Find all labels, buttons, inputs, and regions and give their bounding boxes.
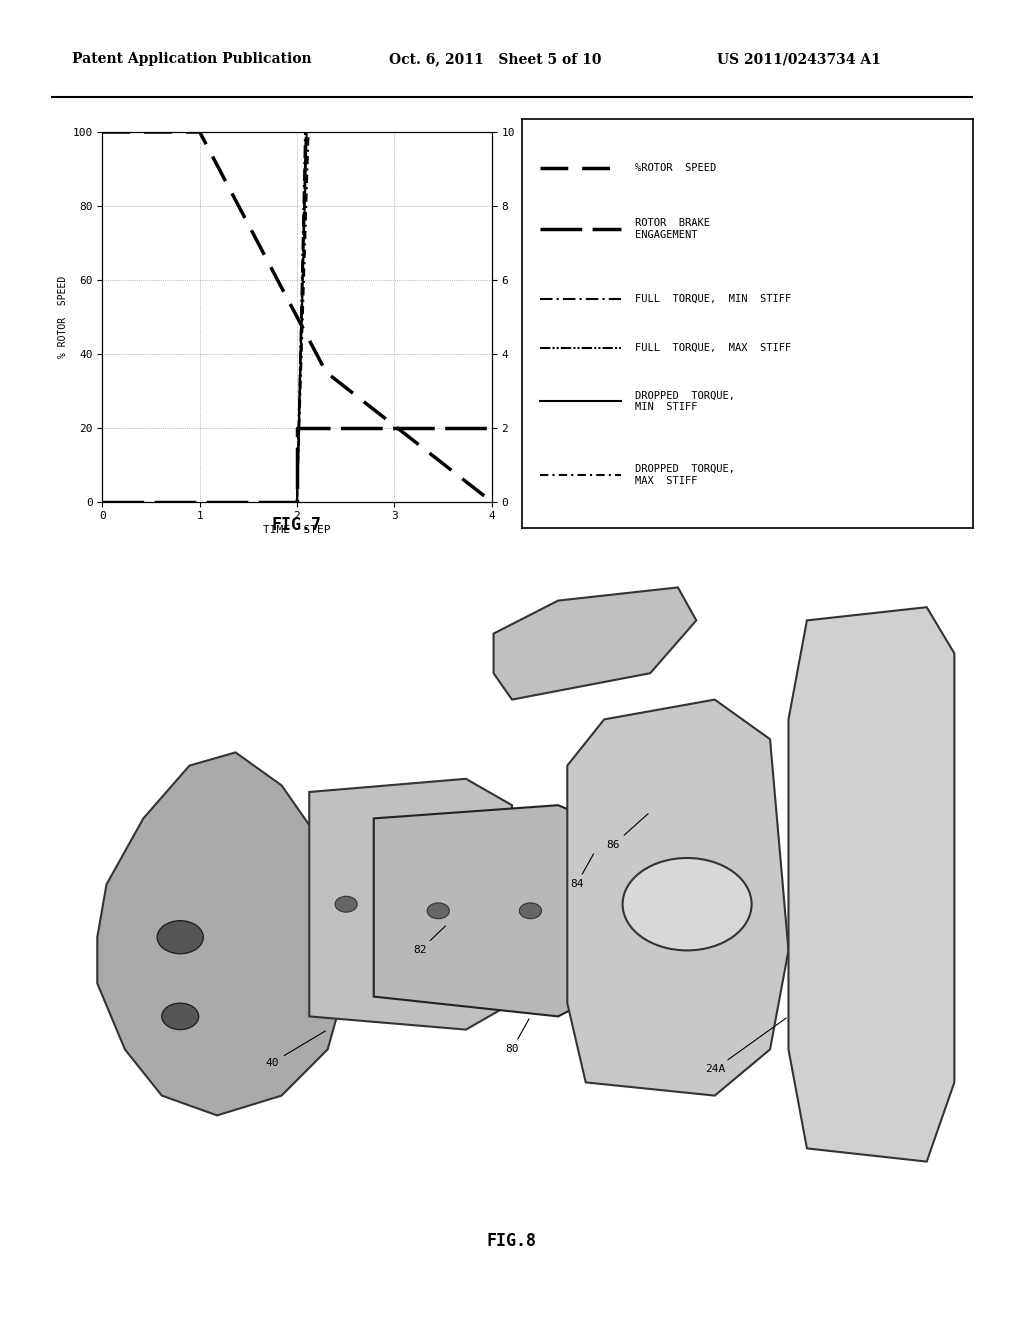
Text: 24A: 24A xyxy=(705,1018,786,1074)
Polygon shape xyxy=(374,805,623,1016)
Text: 86: 86 xyxy=(606,813,648,850)
Text: %ROTOR  SPEED: %ROTOR SPEED xyxy=(635,162,716,173)
Circle shape xyxy=(427,903,450,919)
Text: DROPPED  TORQUE,
MIN  STIFF: DROPPED TORQUE, MIN STIFF xyxy=(635,391,735,412)
Y-axis label: % ROTOR  SPEED: % ROTOR SPEED xyxy=(58,276,69,358)
Circle shape xyxy=(335,896,357,912)
Text: FIG.7: FIG.7 xyxy=(272,516,322,533)
Circle shape xyxy=(519,903,542,919)
Circle shape xyxy=(162,1003,199,1030)
Text: FIG.8: FIG.8 xyxy=(487,1232,537,1250)
Text: 82: 82 xyxy=(413,925,445,956)
Polygon shape xyxy=(788,607,954,1162)
Polygon shape xyxy=(567,700,788,1096)
Text: 84: 84 xyxy=(569,854,594,890)
Text: DROPPED  TORQUE,
MAX  STIFF: DROPPED TORQUE, MAX STIFF xyxy=(635,465,735,486)
Polygon shape xyxy=(494,587,696,700)
Text: Oct. 6, 2011   Sheet 5 of 10: Oct. 6, 2011 Sheet 5 of 10 xyxy=(389,53,602,66)
Circle shape xyxy=(623,858,752,950)
Polygon shape xyxy=(97,752,346,1115)
Y-axis label: LEAD ANGLE  (DEG): LEAD ANGLE (DEG) xyxy=(525,267,536,367)
Text: 80: 80 xyxy=(505,1019,529,1055)
Polygon shape xyxy=(309,779,512,1030)
X-axis label: TIME  STEP: TIME STEP xyxy=(263,525,331,536)
Text: FULL  TORQUE,  MIN  STIFF: FULL TORQUE, MIN STIFF xyxy=(635,294,792,304)
Text: FULL  TORQUE,  MAX  STIFF: FULL TORQUE, MAX STIFF xyxy=(635,343,792,352)
Text: 40: 40 xyxy=(265,1031,326,1068)
Text: Patent Application Publication: Patent Application Publication xyxy=(72,53,311,66)
Text: ROTOR  BRAKE
ENGAGEMENT: ROTOR BRAKE ENGAGEMENT xyxy=(635,219,710,240)
Circle shape xyxy=(158,921,204,953)
Text: US 2011/0243734 A1: US 2011/0243734 A1 xyxy=(717,53,881,66)
